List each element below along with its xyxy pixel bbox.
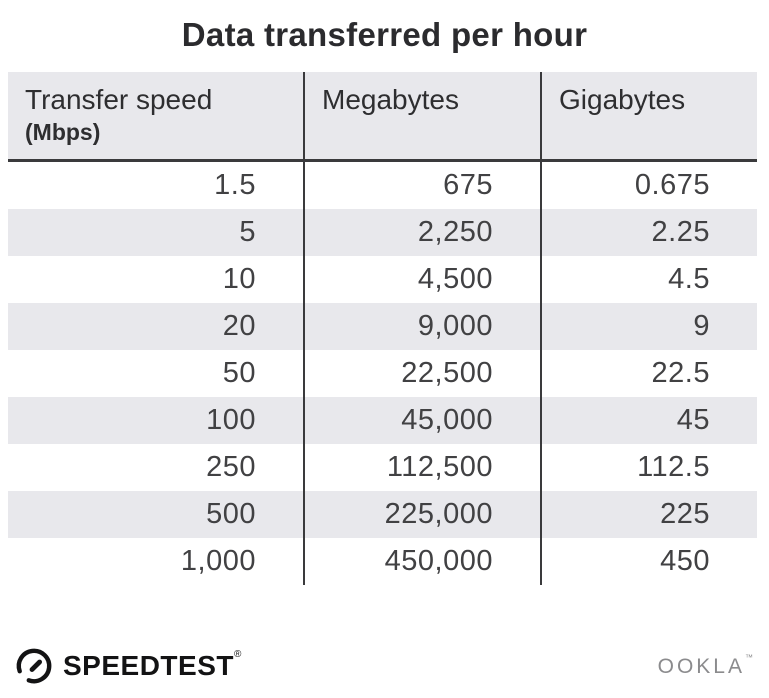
table-cell: 45: [540, 397, 757, 444]
table-row: 100 45,000 45: [8, 397, 757, 444]
footer: SPEEDTEST® OOKLA™: [14, 642, 753, 690]
ookla-wordmark: OOKLA: [657, 654, 745, 678]
table-cell: 225,000: [303, 491, 540, 538]
table-cell: 4.5: [540, 256, 757, 303]
table-cell: 20: [222, 310, 256, 342]
table-cell: 250: [206, 451, 256, 483]
page-title: Data transferred per hour: [181, 16, 588, 53]
table-cell: 450: [540, 538, 757, 585]
table-cell: 225: [540, 491, 757, 538]
table-cell: 112,500: [303, 444, 540, 491]
table-cell: 2,250: [303, 209, 540, 256]
speedtest-wordmark: SPEEDTEST®: [63, 649, 242, 681]
table-cell: 5: [239, 216, 256, 248]
table-cell: 100: [206, 404, 256, 436]
table-row: 20 9,000 9: [8, 303, 757, 350]
table-cell: 1,000: [180, 545, 256, 577]
speedtest-gauge-icon: [16, 648, 52, 684]
column-header-gigabytes: Gigabytes: [540, 72, 757, 159]
table-row: 1,000 450,000 450: [8, 538, 757, 585]
table-cell: 4,500: [303, 256, 540, 303]
table-cell: 675: [303, 162, 540, 209]
table-row: 1.5 675 0.675: [8, 162, 757, 209]
trademark-icon: ™: [745, 652, 753, 662]
table-cell: 9,000: [303, 303, 540, 350]
table-cell: 22.5: [540, 350, 757, 397]
column-header-transfer-speed: Transfer speed (Mbps): [8, 72, 303, 159]
column-header-megabytes: Megabytes: [303, 72, 540, 159]
column-header-unit: (Mbps): [25, 119, 101, 145]
table-cell: 112.5: [540, 444, 757, 491]
table-row: 500 225,000 225: [8, 491, 757, 538]
registered-trademark-icon: ®: [233, 649, 242, 660]
table-cell: 50: [222, 357, 256, 389]
table-cell: 10: [222, 263, 256, 295]
table-row: 250 112,500 112.5: [8, 444, 757, 491]
table-row: 50 22,500 22.5: [8, 350, 757, 397]
table-row: 5 2,250 2.25: [8, 209, 757, 256]
table-cell: 22,500: [303, 350, 540, 397]
table-cell: 500: [206, 498, 256, 530]
table-cell: 45,000: [303, 397, 540, 444]
speedtest-logo: SPEEDTEST®: [14, 646, 242, 686]
data-table: Transfer speed (Mbps) Megabytes Gigabyte…: [8, 72, 757, 585]
ookla-logo: OOKLA™: [657, 652, 753, 678]
table-cell: 1.5: [214, 169, 256, 201]
table-cell: 9: [540, 303, 757, 350]
table-body: 1.5 675 0.675 5 2,250 2.25 10 4,500 4.5 20 9,000 9 5…: [8, 162, 757, 585]
column-header-label: Transfer speed: [25, 84, 213, 115]
table-cell: 0.675: [540, 162, 757, 209]
table-header-row: Transfer speed (Mbps) Megabytes Gigabyte…: [8, 72, 757, 162]
table-cell: 2.25: [540, 209, 757, 256]
table-cell: 450,000: [303, 538, 540, 585]
table-row: 10 4,500 4.5: [8, 256, 757, 303]
